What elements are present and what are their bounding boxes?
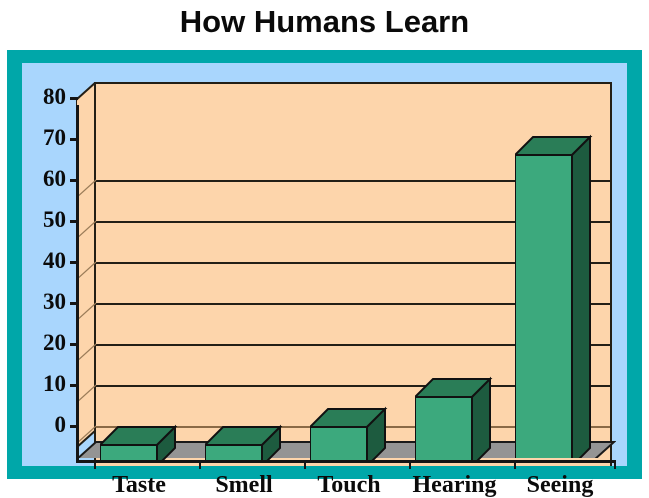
category-label-seeing: Seeing [526, 472, 594, 498]
y-tick-0 [70, 425, 78, 428]
y-tick-70 [70, 138, 78, 141]
category-label-taste: Taste [112, 472, 166, 498]
category-label-smell: Smell [215, 472, 273, 498]
gridline-40 [96, 303, 610, 305]
bar-seeing-3d[interactable] [515, 133, 599, 458]
gridline-50 [96, 262, 610, 264]
y-tick-10 [70, 384, 78, 387]
y-axis-label-20: 20 [43, 330, 66, 355]
x-tick-0 [94, 460, 96, 469]
slide-canvas: How Humans Learn [7, 4, 642, 498]
bar-hearing-3d[interactable] [415, 371, 499, 463]
y-axis-label-50: 50 [43, 207, 66, 232]
y-axis-label-30: 30 [43, 289, 66, 314]
category-label-touch: Touch [317, 472, 381, 498]
gridline-30 [96, 344, 610, 346]
gridline-60 [96, 221, 610, 223]
depth-connectors [76, 179, 97, 445]
x-tick-4 [514, 460, 516, 469]
plot-left-wall-3d [76, 82, 96, 448]
y-axis-line [76, 105, 79, 461]
plot-area [22, 63, 627, 469]
y-axis-label-0: 0 [54, 412, 67, 437]
bar-smell-3d[interactable] [205, 423, 289, 463]
gridline-20 [96, 385, 610, 387]
x-tick-3 [409, 460, 411, 469]
gridline-70 [96, 180, 610, 182]
y-tick-40 [70, 261, 78, 264]
category-label-hearing: Hearing [412, 472, 497, 498]
bar-taste-3d[interactable] [100, 423, 184, 463]
y-axis-label-60: 60 [43, 166, 66, 191]
y-axis-label-70: 70 [43, 125, 66, 150]
y-tick-20 [70, 343, 78, 346]
y-tick-60 [70, 179, 78, 182]
x-tick-5 [614, 460, 616, 469]
page-title: How Humans Learn [179, 4, 470, 39]
x-tick-2 [304, 460, 306, 469]
y-tick-80 [70, 97, 78, 100]
chart-frame-border: 80 70 60 50 40 30 20 10 0 Taste Smell To… [7, 50, 642, 498]
chart-canvas: 80 70 60 50 40 30 20 10 0 Taste Smell To… [22, 63, 627, 498]
y-axis-label-80: 80 [43, 84, 66, 109]
y-axis-label-10: 10 [43, 371, 66, 396]
y-axis-label-40: 40 [43, 248, 66, 273]
x-tick-1 [199, 460, 201, 469]
y-tick-50 [70, 220, 78, 223]
bar-touch-3d[interactable] [310, 403, 394, 463]
y-tick-30 [70, 302, 78, 305]
x-axis-line [76, 460, 616, 463]
